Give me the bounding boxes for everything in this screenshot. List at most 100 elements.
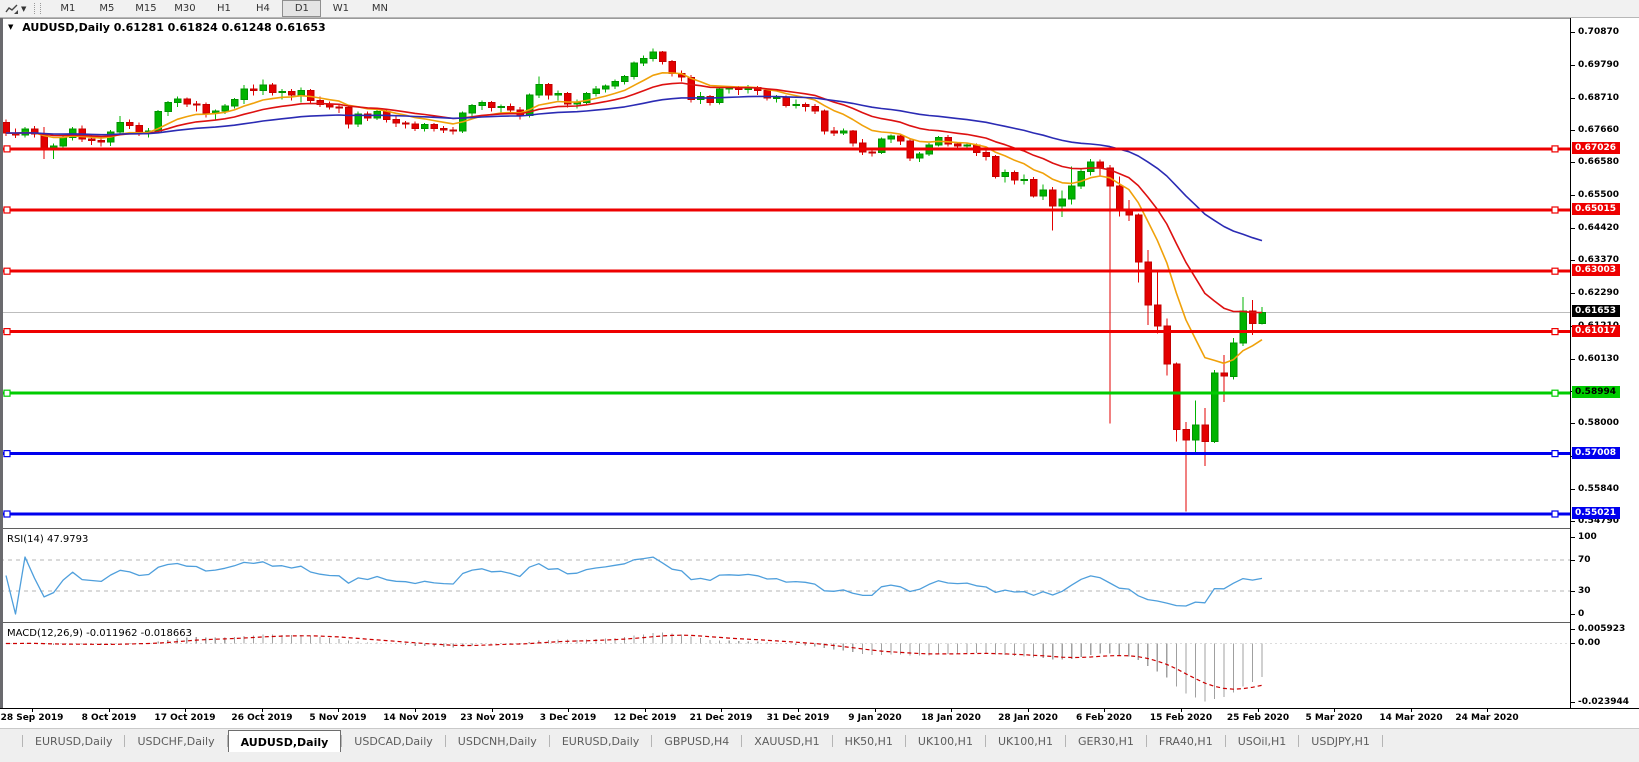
chart-tabs: EURUSD,Daily USDCHF,Daily AUDUSD,Daily USDC…	[0, 728, 1639, 753]
chart-tab-UK100-H1[interactable]: UK100,H1	[997, 734, 1053, 748]
chart-tab-USDCHF-Daily[interactable]: USDCHF,Daily	[137, 734, 215, 748]
price-tick-label: 0.55840	[1578, 484, 1619, 494]
tab-separator	[1064, 735, 1066, 747]
timeframe-button-H4[interactable]: H4	[255, 3, 270, 14]
date-tick-mark	[109, 709, 110, 712]
hline-price-label: 0.63003	[1572, 264, 1620, 276]
macd-tick-mark	[1571, 702, 1575, 703]
timeframe-button-D1[interactable]: D1	[282, 0, 322, 17]
tab-separator	[984, 735, 986, 747]
chart-tab-GER30-H1[interactable]: GER30,H1	[1077, 734, 1134, 748]
tab-separator	[904, 735, 906, 747]
date-label: 3 Dec 2019	[539, 713, 597, 723]
macd-tick-label: 0.005923	[1578, 624, 1626, 634]
date-label: 14 Mar 2020	[1379, 713, 1443, 723]
chart-tab-EURUSD-Daily[interactable]: EURUSD,Daily	[561, 734, 640, 748]
chevron-down-icon[interactable]: ▼	[21, 4, 27, 13]
date-label: 21 Dec 2019	[689, 713, 753, 723]
hline-price-label: 0.55021	[1572, 507, 1620, 519]
collapse-triangle-icon[interactable]: ▼	[8, 23, 14, 31]
hline-price-label: 0.57008	[1572, 447, 1620, 459]
chart-cursor-icon[interactable]	[3, 2, 21, 16]
rsi-tick-label: 70	[1578, 555, 1591, 565]
chart-tab-GBPUSD-H4[interactable]: GBPUSD,H4	[664, 734, 730, 748]
chart-tab-USDCAD-Daily[interactable]: USDCAD,Daily	[354, 734, 433, 748]
rsi-tick-mark	[1571, 560, 1575, 561]
rsi-tick-label: 0	[1578, 609, 1585, 619]
date-tick-mark	[185, 709, 186, 712]
date-tick-mark	[1028, 709, 1029, 712]
date-label: 15 Feb 2020	[1149, 713, 1213, 723]
chart-tab-FRA40-H1[interactable]: FRA40,H1	[1158, 734, 1213, 748]
price-tick-mark	[1571, 32, 1575, 33]
price-axis[interactable]: 0.70870 0.69790 0.68710 0.67660 0.66580 0.655…	[1570, 18, 1639, 708]
macd-tick-label: -0.023944	[1578, 697, 1629, 707]
tab-separator	[341, 735, 343, 747]
date-tick-mark	[1334, 709, 1335, 712]
timeframe-button-M30[interactable]: M30	[174, 3, 196, 14]
date-tick-mark	[262, 709, 263, 712]
chart-symbol-period: AUDUSD,Daily	[22, 21, 110, 34]
tab-separator	[444, 735, 446, 747]
date-tick-mark	[645, 709, 646, 712]
date-tick-mark	[1181, 709, 1182, 712]
date-label: 17 Oct 2019	[154, 713, 216, 723]
current-price-label: 0.61653	[1572, 305, 1620, 317]
timeframe-button-M15[interactable]: M15	[135, 3, 157, 14]
tab-separator	[651, 735, 653, 747]
chart-tab-EURUSD-Daily[interactable]: EURUSD,Daily	[35, 734, 113, 748]
rsi-tick-mark	[1571, 591, 1575, 592]
tab-separator	[1381, 735, 1383, 747]
date-tick-mark	[1258, 709, 1259, 712]
timeframe-button-H1[interactable]: H1	[216, 3, 231, 14]
chart-tab-HK50-H1[interactable]: HK50,H1	[844, 734, 893, 748]
rsi-pane[interactable]	[0, 532, 1570, 622]
timeframe-button-W1[interactable]: W1	[332, 3, 350, 14]
tab-separator	[1298, 735, 1300, 747]
tab-separator	[124, 735, 126, 747]
price-tick-label: 0.65500	[1578, 190, 1619, 200]
rsi-tick-mark	[1571, 614, 1575, 615]
price-tick-mark	[1571, 98, 1575, 99]
price-tick-label: 0.68710	[1578, 93, 1619, 103]
chart-ohlc-values: 0.61281 0.61824 0.61248 0.61653	[113, 21, 326, 34]
date-label: 5 Mar 2020	[1305, 713, 1363, 723]
chart-tab-USDCNH-Daily[interactable]: USDCNH,Daily	[457, 734, 537, 748]
price-tick-label: 0.54790	[1578, 516, 1619, 526]
price-tick-mark	[1571, 130, 1575, 131]
date-label: 26 Oct 2019	[231, 713, 293, 723]
toolbar: ▼ M1 M5 M15 M30 H1 H4 D1 W1 MN	[0, 0, 1639, 18]
price-tick-label: 0.62290	[1578, 288, 1619, 298]
timeframe-button-MN[interactable]: MN	[371, 3, 388, 14]
chart-tab-XAUUSD-H1[interactable]: XAUUSD,H1	[754, 734, 820, 748]
macd-pane[interactable]	[0, 626, 1570, 708]
price-pane[interactable]	[0, 19, 1570, 528]
price-tick-label: 0.67660	[1578, 125, 1619, 135]
date-tick-mark	[415, 709, 416, 712]
rsi-indicator-label: RSI(14) 47.9793	[7, 534, 89, 545]
chart-tab-UK100-H1[interactable]: UK100,H1	[917, 734, 973, 748]
timeframe-button-M1[interactable]: M1	[60, 3, 76, 14]
status-strip	[0, 752, 1639, 762]
chart-tab-AUDUSD-Daily[interactable]: AUDUSD,Daily	[227, 730, 342, 753]
timeframe-button-M5[interactable]: M5	[99, 3, 115, 14]
time-axis[interactable]: 28 Sep 2019 8 Oct 2019 17 Oct 2019 26 Oct 2…	[0, 708, 1639, 729]
rsi-value: 47.9793	[46, 534, 89, 545]
date-label: 12 Dec 2019	[613, 713, 677, 723]
date-tick-mark	[1411, 709, 1412, 712]
macd-tick-label: 0.00	[1578, 638, 1601, 648]
price-tick-label: 0.63370	[1578, 255, 1619, 265]
chart-tab-USDJPY-H1[interactable]: USDJPY,H1	[1311, 734, 1370, 748]
date-label: 14 Nov 2019	[383, 713, 447, 723]
hline-price-label: 0.65015	[1572, 203, 1620, 215]
date-label: 25 Feb 2020	[1226, 713, 1290, 723]
price-tick-mark	[1571, 423, 1575, 424]
tab-separator	[1224, 735, 1226, 747]
chart-tab-USOil-H1[interactable]: USOil,H1	[1237, 734, 1287, 748]
price-tick-mark	[1571, 228, 1575, 229]
toolbar-grip[interactable]	[34, 3, 42, 14]
date-tick-mark	[32, 709, 33, 712]
price-tick-mark	[1571, 521, 1575, 522]
date-tick-mark	[721, 709, 722, 712]
